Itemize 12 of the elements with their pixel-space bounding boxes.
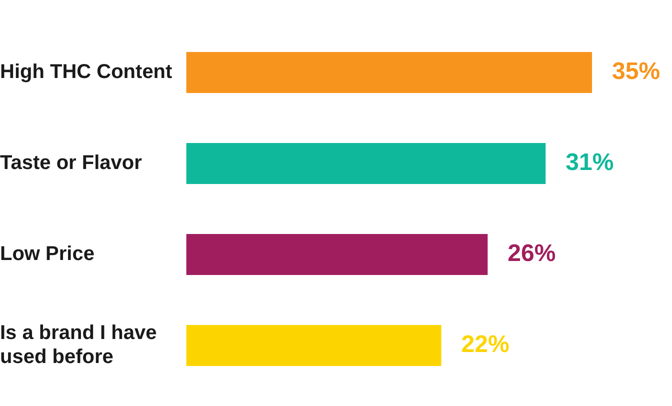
data-label: 31% (566, 149, 614, 176)
bar (186, 325, 442, 366)
bar (186, 143, 546, 184)
y-tick-label: Low Price (0, 243, 94, 266)
data-label: 26% (508, 240, 556, 268)
bar (186, 52, 592, 93)
bar (186, 234, 488, 275)
y-tick-label: High THC Content (0, 61, 173, 84)
y-tick-label: Taste or Flavor (0, 152, 142, 174)
data-label: 35% (612, 58, 660, 86)
y-tick-label: Is a brand I have used before (0, 322, 157, 368)
data-label: 22% (461, 331, 510, 358)
